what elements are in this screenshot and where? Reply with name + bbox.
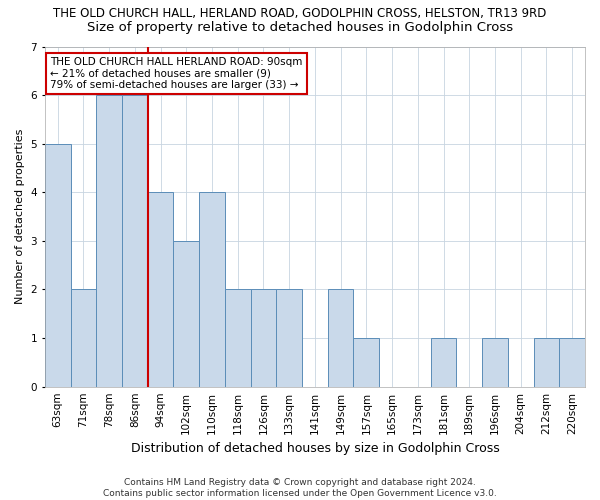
Bar	[148, 192, 173, 386]
Text: Size of property relative to detached houses in Godolphin Cross: Size of property relative to detached ho…	[87, 21, 513, 34]
Bar	[173, 241, 199, 386]
Text: THE OLD CHURCH HALL HERLAND ROAD: 90sqm
← 21% of detached houses are smaller (9): THE OLD CHURCH HALL HERLAND ROAD: 90sqm …	[50, 56, 302, 90]
Y-axis label: Number of detached properties: Number of detached properties	[15, 129, 25, 304]
Bar	[45, 144, 71, 386]
Bar	[533, 338, 559, 386]
Bar	[96, 95, 122, 386]
Bar	[277, 290, 302, 386]
Bar	[328, 290, 353, 386]
Bar	[482, 338, 508, 386]
Bar	[559, 338, 585, 386]
Bar	[122, 95, 148, 386]
Bar	[199, 192, 225, 386]
X-axis label: Distribution of detached houses by size in Godolphin Cross: Distribution of detached houses by size …	[131, 442, 499, 455]
Bar	[431, 338, 457, 386]
Bar	[225, 290, 251, 386]
Text: Contains HM Land Registry data © Crown copyright and database right 2024.
Contai: Contains HM Land Registry data © Crown c…	[103, 478, 497, 498]
Bar	[71, 290, 96, 386]
Text: THE OLD CHURCH HALL, HERLAND ROAD, GODOLPHIN CROSS, HELSTON, TR13 9RD: THE OLD CHURCH HALL, HERLAND ROAD, GODOL…	[53, 8, 547, 20]
Bar	[251, 290, 277, 386]
Bar	[353, 338, 379, 386]
